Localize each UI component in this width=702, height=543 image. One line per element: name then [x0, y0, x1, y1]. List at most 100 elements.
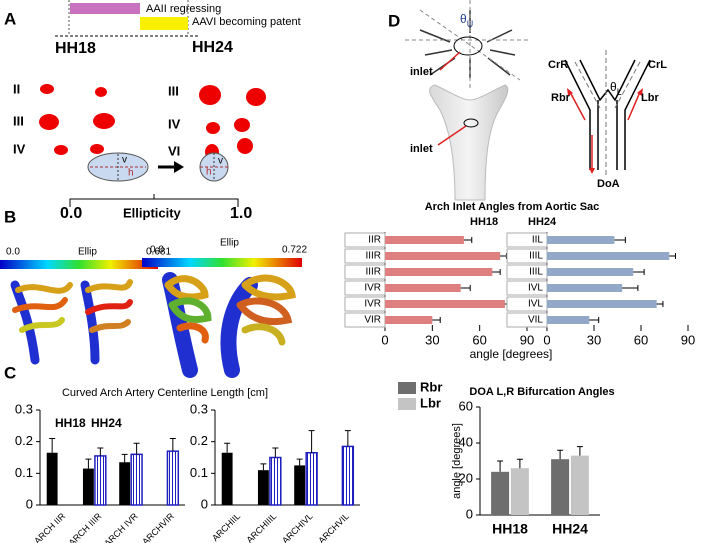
- y-tick-label: 20: [459, 470, 473, 485]
- y-tick-label: 0.1: [15, 465, 33, 480]
- error-bar: [656, 301, 664, 307]
- x-tick-label: 60: [634, 332, 648, 347]
- colorbars: 0.0 Ellip 0.681 0.0 Ellip 0.722: [0, 238, 307, 269]
- y-tick-label: IIIR: [365, 267, 381, 278]
- x-tick-label: 90: [520, 332, 534, 347]
- x-tick-label: 60: [472, 332, 486, 347]
- y-tick-label: 0: [201, 496, 208, 511]
- x-tick-label: HH24: [552, 521, 588, 537]
- error-bar: [576, 446, 583, 456]
- error-bar: [497, 460, 504, 472]
- chart-title: DOA L,R Bifurcation Angles: [469, 386, 614, 398]
- scale-max: 1.0: [230, 205, 252, 222]
- scale-min: 0.0: [60, 205, 82, 222]
- y-tick-label: 0.1: [190, 465, 208, 480]
- bar: [166, 450, 180, 506]
- bar: [46, 452, 58, 505]
- y-tick-label: IVL: [528, 283, 543, 294]
- chart-title: Curved Arch Artery Centerline Length [cm…: [62, 387, 268, 399]
- y-tick-label: IVR: [364, 299, 381, 310]
- y-tick-label: 0.3: [15, 401, 33, 416]
- y-tick-label: 0: [466, 506, 473, 521]
- stage-label: HH24: [192, 39, 233, 56]
- bar: [119, 462, 131, 505]
- event-label: AAII regressing: [146, 3, 221, 15]
- vessel-label: CrR: [548, 59, 568, 71]
- bar: [385, 268, 493, 276]
- arch-label: II: [13, 81, 20, 96]
- axis-symbol: v: [122, 155, 127, 166]
- vessel-label: CrL: [648, 59, 667, 71]
- x-tick-label: 0: [381, 332, 388, 347]
- bar: [94, 455, 107, 506]
- error-bar: [296, 458, 303, 466]
- y-tick-label: 40: [459, 434, 473, 449]
- y-tick-label: 0: [26, 496, 33, 511]
- bar: [130, 453, 143, 506]
- error-bar: [224, 442, 231, 453]
- bar: [547, 236, 615, 244]
- error-bar: [492, 269, 501, 275]
- error-bar: [500, 253, 507, 259]
- error-bar: [121, 453, 128, 463]
- error-bar: [589, 317, 600, 323]
- y-axis-label: angle [degrees]: [451, 423, 463, 499]
- x-tick-label: ARCH IVR: [102, 511, 140, 543]
- bar: [547, 284, 623, 292]
- vessel-label: inlet: [410, 66, 433, 78]
- y-tick-label: 0.2: [15, 433, 33, 448]
- stage-label: HH18: [55, 40, 96, 57]
- aortic-sac-diagram: θU θL inlet inlet CrR CrL Rbr Lbr DoA: [405, 0, 667, 201]
- legend-swatch: [398, 382, 416, 394]
- panel-label: C: [4, 363, 16, 382]
- legend-label: Lbr: [420, 395, 441, 410]
- legend-label: HH18: [470, 216, 498, 228]
- x-tick-label: ARCHVIR: [140, 511, 176, 543]
- bar: [82, 468, 94, 505]
- colorbar-label: Ellip: [78, 247, 97, 258]
- x-axis-label: angle [degrees]: [470, 347, 553, 361]
- vessel-label: Rbr: [551, 92, 571, 104]
- x-tick-label: ARCHIIIL: [245, 511, 279, 543]
- x-tick-label: ARCHIVL: [280, 511, 315, 543]
- vessel-label: inlet: [410, 143, 433, 155]
- axis-symbol: h: [128, 168, 134, 179]
- bar: [221, 452, 233, 505]
- y-tick-label: IIIR: [365, 251, 381, 262]
- error-bar: [133, 442, 140, 455]
- error-bar: [97, 447, 104, 456]
- timeline: AAII regressing AAVI becoming patent HH1…: [55, 0, 301, 57]
- arch-label: III: [13, 113, 24, 128]
- bar: [551, 459, 570, 515]
- axis-symbol: h: [206, 167, 212, 178]
- y-tick-label: IVR: [364, 283, 381, 294]
- error-bar: [622, 285, 639, 291]
- y-tick-label: 0.3: [190, 401, 208, 416]
- error-bar: [463, 237, 473, 243]
- error-bar: [49, 438, 56, 453]
- bar: [547, 300, 657, 308]
- error-bar: [432, 317, 441, 323]
- y-tick-label: IIL: [532, 235, 544, 246]
- bar: [385, 236, 464, 244]
- error-bar: [614, 237, 626, 243]
- y-tick-label: VIR: [364, 315, 381, 326]
- angle-label: θU: [460, 12, 473, 29]
- y-tick-label: 60: [459, 398, 473, 413]
- bar: [269, 456, 282, 506]
- x-tick-label: ARCH IIIR: [67, 511, 104, 543]
- error-bar: [308, 430, 315, 453]
- bar: [547, 268, 634, 276]
- arch-label: VI: [168, 143, 180, 158]
- legend-label: HH24: [528, 216, 557, 228]
- vessel-label: DoA: [597, 178, 620, 190]
- x-tick-label: ARCHVIL: [316, 511, 351, 543]
- bar: [570, 455, 589, 515]
- legend-label: Rbr: [420, 379, 442, 394]
- y-tick-label: VIL: [528, 315, 543, 326]
- bar: [385, 300, 505, 308]
- error-bar: [169, 438, 176, 452]
- legend-label: HH18: [55, 416, 86, 430]
- colorbar-max: 0.722: [282, 245, 307, 256]
- bar: [385, 252, 501, 260]
